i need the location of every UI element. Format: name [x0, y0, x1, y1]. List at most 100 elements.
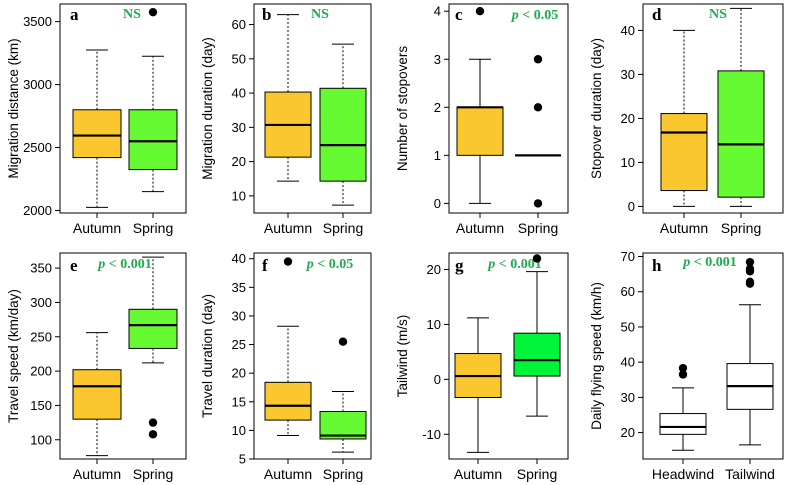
y-tick-label: 4 — [434, 4, 441, 19]
y-tick-label: 5 — [239, 452, 246, 467]
y-tick-label: 40 — [621, 23, 635, 38]
iqr-box — [128, 308, 178, 349]
panel-letter: g — [455, 256, 464, 275]
y-tick-label: 0 — [628, 199, 635, 214]
x-category-label: Autumn — [264, 466, 312, 482]
y-tick-label: 20 — [621, 111, 635, 126]
significance-text: < 0.001 — [690, 255, 736, 270]
significance-label: p < 0.001 — [487, 257, 541, 272]
y-tick-label: 0 — [434, 196, 441, 211]
y-tick-label: 250 — [30, 329, 52, 344]
iqr-box — [513, 332, 561, 377]
box-autumn — [72, 49, 122, 208]
iqr-box — [128, 109, 178, 171]
iqr-box — [456, 106, 504, 156]
panel-b: 10 20 30 40 50 60 Autumn Spring Migration durati… — [200, 3, 372, 236]
y-tick-label: -10 — [422, 427, 441, 442]
y-axis-title: Number of stopovers — [395, 46, 410, 172]
significance-label: p < 0.001 — [682, 255, 736, 270]
y-axis-title: Travel duration (day) — [200, 294, 215, 418]
y-tick-label: 15 — [232, 394, 246, 409]
x-category-label: Tailwind — [725, 466, 775, 482]
y-tick-label: 40 — [621, 355, 635, 370]
panel-letter: d — [652, 5, 662, 24]
outlier-point — [148, 418, 158, 427]
significance-p: p — [97, 257, 105, 272]
y-tick-label: 3500 — [23, 14, 52, 29]
panel-letter: b — [262, 5, 271, 24]
y-tick-label: 25 — [232, 337, 246, 352]
x-category-label: Autumn — [73, 466, 121, 482]
y-axis-title: Migration duration (day) — [200, 37, 215, 180]
plot-frame — [642, 3, 784, 214]
iqr-box — [72, 369, 122, 420]
y-tick-label: 0 — [434, 372, 441, 387]
box-autumn — [454, 317, 502, 453]
panel-a: 2000 2500 3000 3500 Autumn Spring Migration di… — [6, 3, 187, 236]
plot-frame — [59, 252, 187, 460]
y-tick-label: 50 — [621, 319, 635, 334]
plot-frame — [253, 252, 372, 460]
significance-label: p < 0.05 — [511, 8, 558, 23]
significance-text: NS — [311, 7, 329, 22]
x-category-label: Spring — [133, 466, 173, 482]
x-category-label: Spring — [518, 220, 558, 236]
outlier-point — [533, 55, 543, 64]
y-tick-label: 30 — [621, 390, 635, 405]
x-category-label: Headwind — [652, 466, 714, 482]
panel-f: 5 10 15 20 25 30 35 40 Autumn Spring Travel durati… — [200, 251, 372, 482]
y-tick-label: 20 — [232, 366, 246, 381]
significance-label: p < 0.05 — [306, 257, 353, 272]
y-tick-label: 40 — [232, 251, 246, 266]
outlier-point — [533, 199, 543, 208]
iqr-box — [660, 113, 708, 192]
y-tick-label: 1 — [434, 148, 441, 163]
panel-d: 0 10 20 30 40 Autumn Spring Stopover duration (… — [589, 3, 784, 236]
significance-text: < 0.05 — [314, 257, 353, 272]
significance-text: < 0.001 — [105, 257, 151, 272]
significance-text: < 0.05 — [519, 8, 558, 23]
x-category-label: Autumn — [456, 220, 504, 236]
box-headwind — [659, 363, 707, 451]
panel-letter: e — [70, 256, 78, 275]
outlier-point — [475, 7, 485, 16]
x-category-label: Autumn — [73, 220, 121, 236]
plot-frame — [448, 252, 569, 460]
significance-p: p — [487, 257, 495, 272]
y-tick-label: 3000 — [23, 77, 52, 92]
y-axis-title: Tailwind (m/s) — [395, 315, 410, 398]
y-tick-label: 40 — [232, 86, 246, 101]
y-tick-label: 30 — [232, 120, 246, 135]
y-tick-label: 300 — [30, 295, 52, 310]
significance-text: NS — [709, 7, 727, 22]
x-category-label: Autumn — [660, 220, 708, 236]
box-autumn — [660, 29, 708, 207]
panel-letter: a — [70, 5, 79, 24]
x-category-label: Spring — [323, 220, 363, 236]
x-category-label: Spring — [517, 466, 557, 482]
box-autumn — [72, 332, 122, 457]
significance-label: p < 0.001 — [97, 257, 151, 272]
y-tick-label: 30 — [621, 67, 635, 82]
y-tick-label: 70 — [621, 249, 635, 264]
outlier-point — [533, 103, 543, 112]
x-category-label: Spring — [323, 466, 363, 482]
outlier-point — [678, 370, 688, 379]
significance-text: < 0.001 — [495, 257, 541, 272]
box-spring — [128, 256, 178, 439]
y-tick-label: 2 — [434, 100, 441, 115]
x-category-label: Autumn — [264, 220, 312, 236]
y-tick-label: 60 — [621, 284, 635, 299]
box-spring — [128, 7, 178, 193]
iqr-box — [319, 411, 367, 440]
y-tick-label: 3 — [434, 52, 441, 67]
y-tick-label: 2000 — [23, 203, 52, 218]
y-tick-label: 10 — [232, 423, 246, 438]
y-axis-title: Stopover duration (day) — [589, 38, 604, 179]
outlier-point — [532, 254, 542, 263]
panel-g: -10 0 10 20 Autumn Spring Tailwind (m/s) g p < 0… — [395, 252, 569, 482]
iqr-box — [717, 70, 765, 198]
y-tick-label: 20 — [621, 425, 635, 440]
box-tailwind — [726, 257, 774, 446]
significance-p: p — [511, 8, 519, 23]
